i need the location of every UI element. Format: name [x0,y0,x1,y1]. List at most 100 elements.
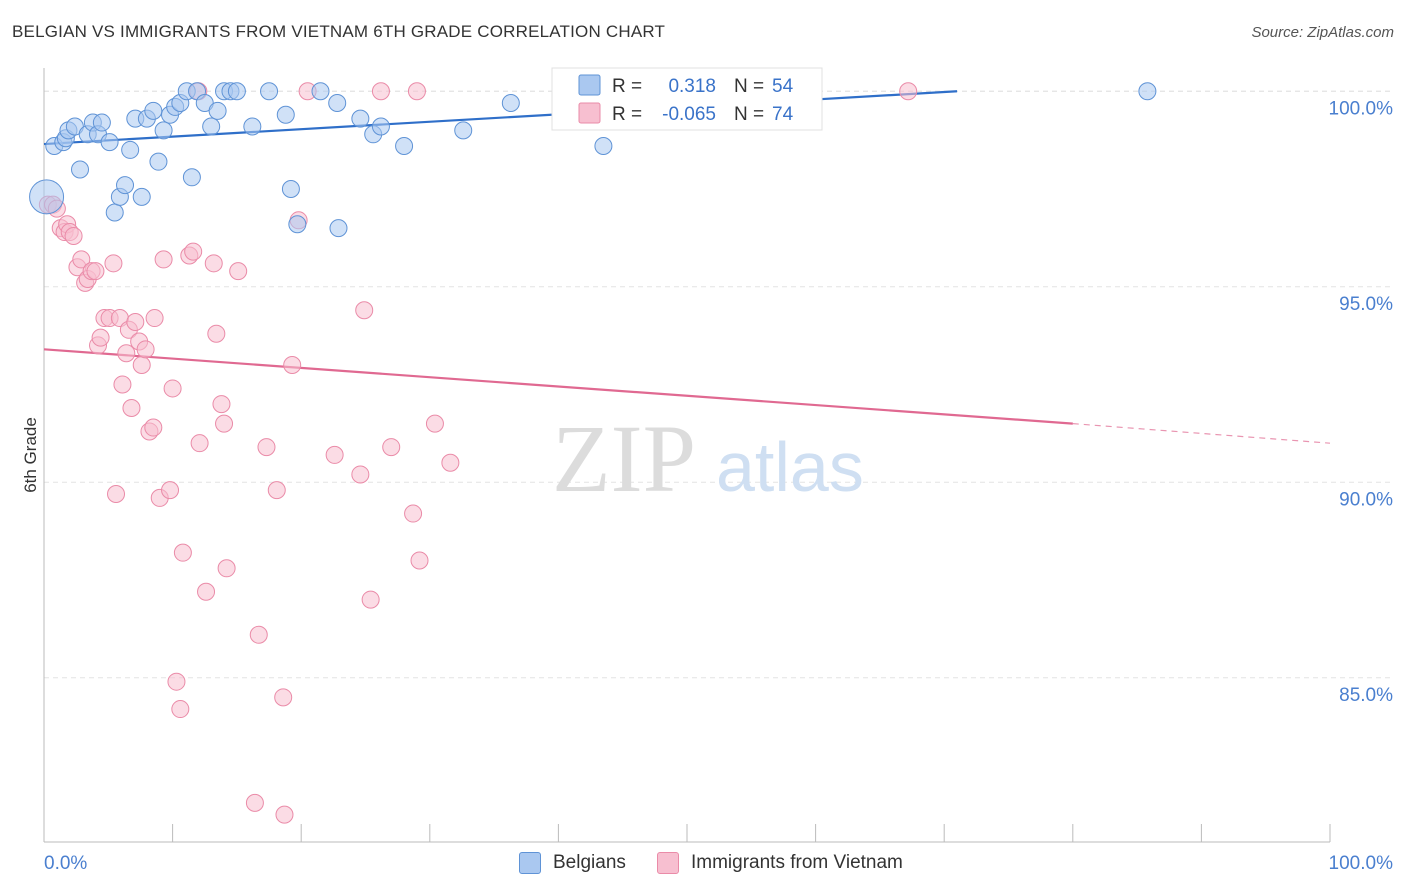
point-belgians [208,101,227,120]
point-vietnam [229,262,248,281]
point-vietnam [91,328,110,347]
point-vietnam [144,418,163,437]
legend-swatch-belgians [578,74,601,96]
point-belgians [329,219,348,238]
point-belgians [202,117,221,136]
point-belgians [71,160,90,179]
watermark: ZIP atlas [552,405,864,512]
point-vietnam [275,805,294,824]
point-vietnam [283,355,302,374]
point-belgians [260,82,279,101]
point-belgians [311,82,330,101]
legend-label-vietnam: Immigrants from Vietnam [691,852,903,873]
point-belgians [1138,82,1157,101]
point-belgians [154,121,173,140]
point-vietnam [371,82,390,101]
bottom-legend: Belgians Immigrants from Vietnam [0,850,1406,878]
point-vietnam [204,254,223,273]
grid-lines [44,90,1392,679]
point-belgians [92,113,111,132]
point-vietnam [212,395,231,414]
point-vietnam [113,375,132,394]
legend-item-vietnam[interactable]: Immigrants from Vietnam [657,852,903,874]
legend-swatch-vietnam-bottom [657,852,679,874]
point-vietnam [104,254,123,273]
chart-title: BELGIAN VS IMMIGRANTS FROM VIETNAM 6TH G… [12,22,666,41]
legend-label-belgians: Belgians [553,852,626,873]
point-belgians [149,152,168,171]
y-tick-label: 90.0% [1339,489,1393,510]
point-belgians [276,105,295,124]
point-belgians [105,203,124,222]
source-label: Source: ZipAtlas.com [1251,24,1394,41]
watermark-atlas: atlas [716,428,864,506]
point-vietnam [132,355,151,374]
legend-n-value-belgians: 54 [772,76,794,97]
point-vietnam [249,625,268,644]
point-vietnam [215,414,234,433]
point-belgians [395,137,414,156]
point-vietnam [190,434,209,453]
point-belgians [100,133,119,152]
point-belgians [501,94,520,113]
point-vietnam [245,793,264,812]
point-vietnam [86,262,105,281]
point-vietnam [197,582,216,601]
point-vietnam [410,551,429,570]
point-vietnam [382,438,401,457]
point-vietnam [355,301,374,320]
y-axis-label-group: 6th Grade [21,417,40,493]
point-vietnam [173,543,192,562]
data-points [29,82,1157,824]
point-vietnam [404,504,423,523]
point-vietnam [107,485,126,504]
point-belgians [371,117,390,136]
point-vietnam [274,688,293,707]
point-belgians [454,121,473,140]
x-tick-label: 100.0% [1329,853,1394,874]
point-belgians [594,137,613,156]
point-vietnam [267,481,286,500]
point-vietnam [171,700,190,719]
point-vietnam [407,82,426,101]
point-vietnam [425,414,444,433]
legend-item-belgians[interactable]: Belgians [519,852,626,874]
y-tick-label: 85.0% [1339,685,1393,706]
legend-r-label-belgians: R = [612,76,642,97]
point-vietnam [257,438,276,457]
legend-r-value-vietnam: -0.065 [662,104,716,125]
legend-swatch-vietnam [578,102,601,124]
y-axis-label: 6th Grade [21,417,40,493]
point-vietnam [161,481,180,500]
point-vietnam [64,226,83,245]
point-vietnam [154,250,173,269]
point-belgians [116,176,135,195]
legend-n-label-vietnam: N = [734,104,764,125]
point-vietnam [163,379,182,398]
trend-line-vietnam-extension [1072,423,1331,444]
point-belgians [121,140,140,159]
point-vietnam [167,672,186,691]
point-vietnam [117,344,136,363]
point-vietnam [325,445,344,464]
point-belgians [288,215,307,234]
point-belgians [227,82,246,101]
point-belgians [328,94,347,113]
y-tick-label: 95.0% [1339,294,1393,315]
point-vietnam [441,453,460,472]
point-vietnam [351,465,370,484]
point-vietnam [361,590,380,609]
watermark-zip: ZIP [552,405,696,512]
point-vietnam [217,559,236,578]
x-tick-label: 0.0% [44,853,87,874]
point-belgians [182,168,201,187]
legend-r-label-vietnam: R = [612,104,642,125]
stats-legend-box: R = 0.318 N = 54 R = -0.065 N = 74 [551,67,823,131]
point-belgians [281,180,300,199]
point-belgians [29,179,65,215]
point-vietnam [126,312,145,331]
point-vietnam [72,250,91,269]
legend-swatch-belgians-bottom [519,852,541,874]
point-vietnam [145,309,164,328]
